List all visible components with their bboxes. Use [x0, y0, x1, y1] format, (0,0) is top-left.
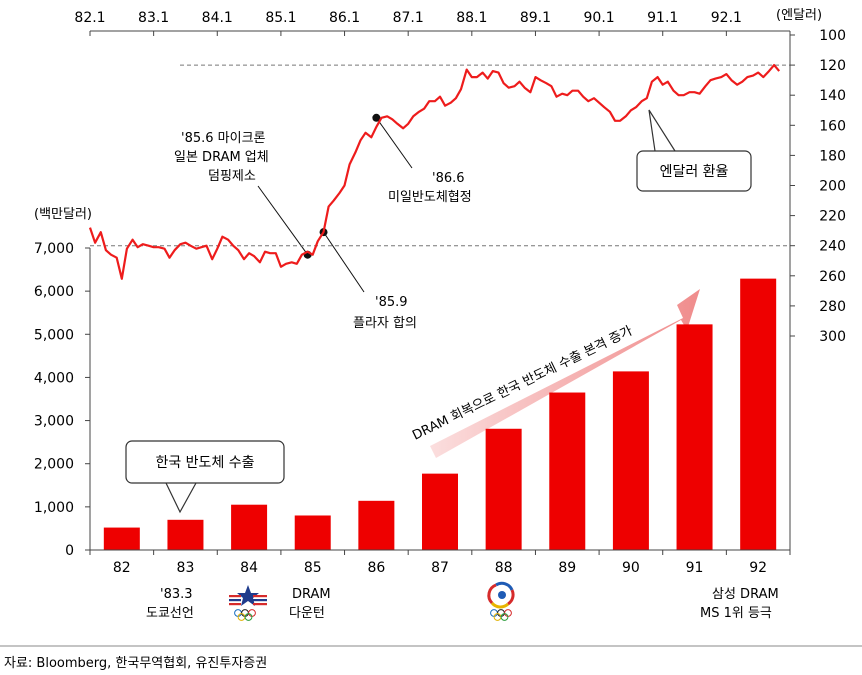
- plaza-annotation-text: 플라자 합의: [353, 316, 417, 331]
- x-tick-label: 90: [622, 560, 640, 576]
- x-tick-label: 86: [367, 560, 385, 576]
- trend-arrow: [430, 289, 700, 458]
- tokyo-annotation-text: 도쿄선언: [146, 606, 194, 621]
- top-tick-label: 85.1: [265, 10, 296, 26]
- left-tick-label: 7,000: [34, 241, 74, 257]
- top-tick-label: 88.1: [456, 10, 487, 26]
- x-tick-label: 82: [113, 560, 131, 576]
- x-tick-label: 84: [240, 560, 258, 576]
- trend-label: DRAM 회복으로 한국 반도체 수출 본격 증가: [410, 324, 635, 444]
- top-tick-label: 86.1: [329, 10, 360, 26]
- x-tick-label: 83: [177, 560, 195, 576]
- dumping-annotation-line3: 덤핑제소: [208, 169, 256, 184]
- samsung-annotation-line1: 삼성 DRAM: [712, 587, 779, 602]
- dumping-annotation-line2: 일본 DRAM 업체: [174, 150, 269, 165]
- right-tick-label: 180: [819, 148, 846, 164]
- right-tick-label: 260: [819, 269, 846, 285]
- fx-label-text: 엔달러 환율: [660, 164, 729, 180]
- top-tick-label: 89.1: [520, 10, 551, 26]
- agreement-annotation-date: '86.6: [432, 171, 465, 186]
- bar: [612, 371, 649, 550]
- fx-label-box: [636, 150, 752, 192]
- right-tick-label: 220: [819, 209, 846, 225]
- reference-lines: [90, 64, 790, 247]
- x-tick-label: 87: [431, 560, 449, 576]
- bar-series: [103, 278, 777, 550]
- top-tick-label: 82.1: [74, 10, 105, 26]
- right-tick-label: 200: [819, 179, 846, 195]
- top-tick-label: 83.1: [138, 10, 169, 26]
- event-dot: [372, 113, 381, 122]
- x-tick-label: 85: [304, 560, 322, 576]
- left-axis-unit: (백만달러): [34, 207, 92, 222]
- axes: 82 83 84 85 86 87 88 89 90 91 92 82.1 83.1 84.1 85.1 86…: [34, 10, 846, 576]
- right-tick-label: 120: [819, 58, 846, 74]
- fx-line-series: [88, 63, 781, 280]
- bar: [294, 515, 331, 550]
- export-label-text: 한국 반도체 수출: [155, 455, 254, 471]
- dram-down-annotation-line1: DRAM: [292, 587, 331, 602]
- fx-callout-pointer: [648, 109, 676, 152]
- top-tick-label: 87.1: [393, 10, 424, 26]
- bar: [358, 500, 395, 550]
- bar: [485, 428, 522, 550]
- left-tick-label: 1,000: [34, 500, 74, 516]
- plaza-annotation-date: '85.9: [375, 295, 408, 310]
- x-tick-label: 91: [686, 560, 704, 576]
- export-label-box: [125, 440, 285, 484]
- plaza-leader-line: [323, 231, 365, 293]
- agreement-leader-line: [375, 117, 413, 169]
- left-tick-label: 5,000: [34, 327, 74, 343]
- bar: [676, 324, 713, 550]
- bar: [422, 473, 458, 550]
- fx-line: [88, 63, 781, 280]
- right-tick-label: 280: [819, 299, 846, 315]
- bar: [167, 519, 204, 550]
- right-tick-label: 140: [819, 88, 846, 104]
- right-tick-label: 160: [819, 118, 846, 134]
- seoul-olympics-emblem: [487, 581, 515, 621]
- right-tick-label: 100: [819, 28, 846, 44]
- bar: [740, 278, 777, 550]
- left-tick-label: 6,000: [34, 284, 74, 300]
- right-axis-unit: (엔달러): [776, 8, 822, 23]
- right-tick-label: 240: [819, 239, 846, 255]
- left-tick-label: 3,000: [34, 414, 74, 430]
- agreement-annotation-text: 미일반도체협정: [388, 190, 472, 205]
- top-tick-label: 92.1: [711, 10, 742, 26]
- samsung-annotation-line2: MS 1위 등극: [700, 606, 772, 621]
- dumping-leader-line: [257, 185, 309, 256]
- source-note: 자료: Bloomberg, 한국무역협회, 유진투자증권: [4, 656, 267, 671]
- dram-down-annotation-line2: 다운턴: [289, 606, 325, 621]
- dumping-annotation-line1: '85.6 마이크론: [181, 131, 266, 146]
- x-tick-label: 88: [495, 560, 513, 576]
- export-callout-pointer: [165, 482, 197, 514]
- top-tick-label: 84.1: [202, 10, 233, 26]
- tokyo-annotation-date: '83.3: [160, 587, 193, 602]
- top-tick-label: 91.1: [647, 10, 678, 26]
- top-tick-label: 90.1: [584, 10, 615, 26]
- left-tick-label: 0: [65, 543, 74, 559]
- x-tick-label: 89: [558, 560, 576, 576]
- bar: [103, 527, 140, 550]
- right-tick-label: 300: [819, 329, 846, 345]
- left-tick-label: 4,000: [34, 370, 74, 386]
- bar: [231, 504, 268, 550]
- bar: [549, 392, 586, 550]
- left-tick-label: 2,000: [34, 457, 74, 473]
- x-tick-label: 92: [749, 560, 767, 576]
- la-olympics-emblem: [229, 585, 267, 621]
